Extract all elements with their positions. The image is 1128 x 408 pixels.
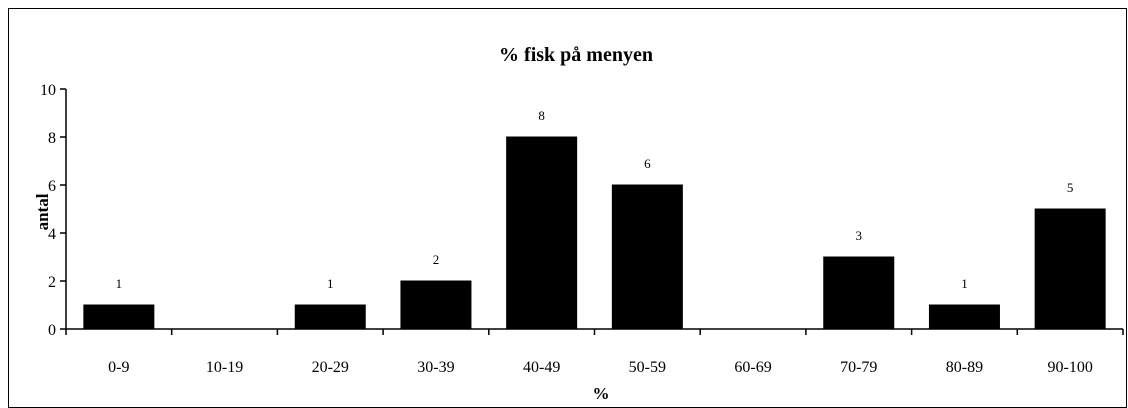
bar xyxy=(1034,208,1106,330)
x-tick-label: 60-69 xyxy=(734,359,771,376)
bar xyxy=(506,136,578,330)
y-tick-label: 2 xyxy=(48,274,56,291)
data-label: 1 xyxy=(961,276,968,291)
bar xyxy=(400,280,472,330)
x-axis-label: % xyxy=(593,384,610,403)
x-axis: 0-9 10-19 20-29 30-39 40-49 50-59 60-69 70-79 80… xyxy=(65,328,1124,376)
y-axis: 0 2 4 6 8 10 xyxy=(40,82,67,339)
x-tick-label: 70-79 xyxy=(840,359,877,376)
data-label: 2 xyxy=(433,252,440,267)
bar xyxy=(928,304,1000,330)
chart-title: % fisk på menyen xyxy=(499,44,653,66)
data-label: 1 xyxy=(116,276,123,291)
bar xyxy=(823,256,895,330)
x-tick-label: 80-89 xyxy=(946,359,983,376)
data-label: 8 xyxy=(538,108,545,123)
y-tick-label: 8 xyxy=(48,130,56,147)
y-tick-label: 6 xyxy=(48,178,56,195)
x-tick-label: 40-49 xyxy=(523,359,560,376)
bar xyxy=(83,304,155,330)
data-label: 5 xyxy=(1067,180,1074,195)
y-tick-label: 10 xyxy=(40,82,56,99)
y-tick-label: 4 xyxy=(48,226,56,243)
x-tick-label: 10-19 xyxy=(206,359,243,376)
bars xyxy=(83,136,1106,330)
x-tick-label: 90-100 xyxy=(1047,359,1092,376)
x-tick-label: 50-59 xyxy=(629,359,666,376)
y-tick-label: 0 xyxy=(48,322,56,339)
y-axis-label: antal xyxy=(33,193,52,230)
data-label: 6 xyxy=(644,156,651,171)
bar xyxy=(611,184,683,330)
x-tick-label: 0-9 xyxy=(108,359,129,376)
x-tick-label: 30-39 xyxy=(417,359,454,376)
x-tick-label: 20-29 xyxy=(312,359,349,376)
data-label: 3 xyxy=(856,228,863,243)
data-labels: 1 1 2 8 6 3 1 5 xyxy=(116,108,1074,291)
bar xyxy=(294,304,366,330)
data-label: 1 xyxy=(327,276,334,291)
